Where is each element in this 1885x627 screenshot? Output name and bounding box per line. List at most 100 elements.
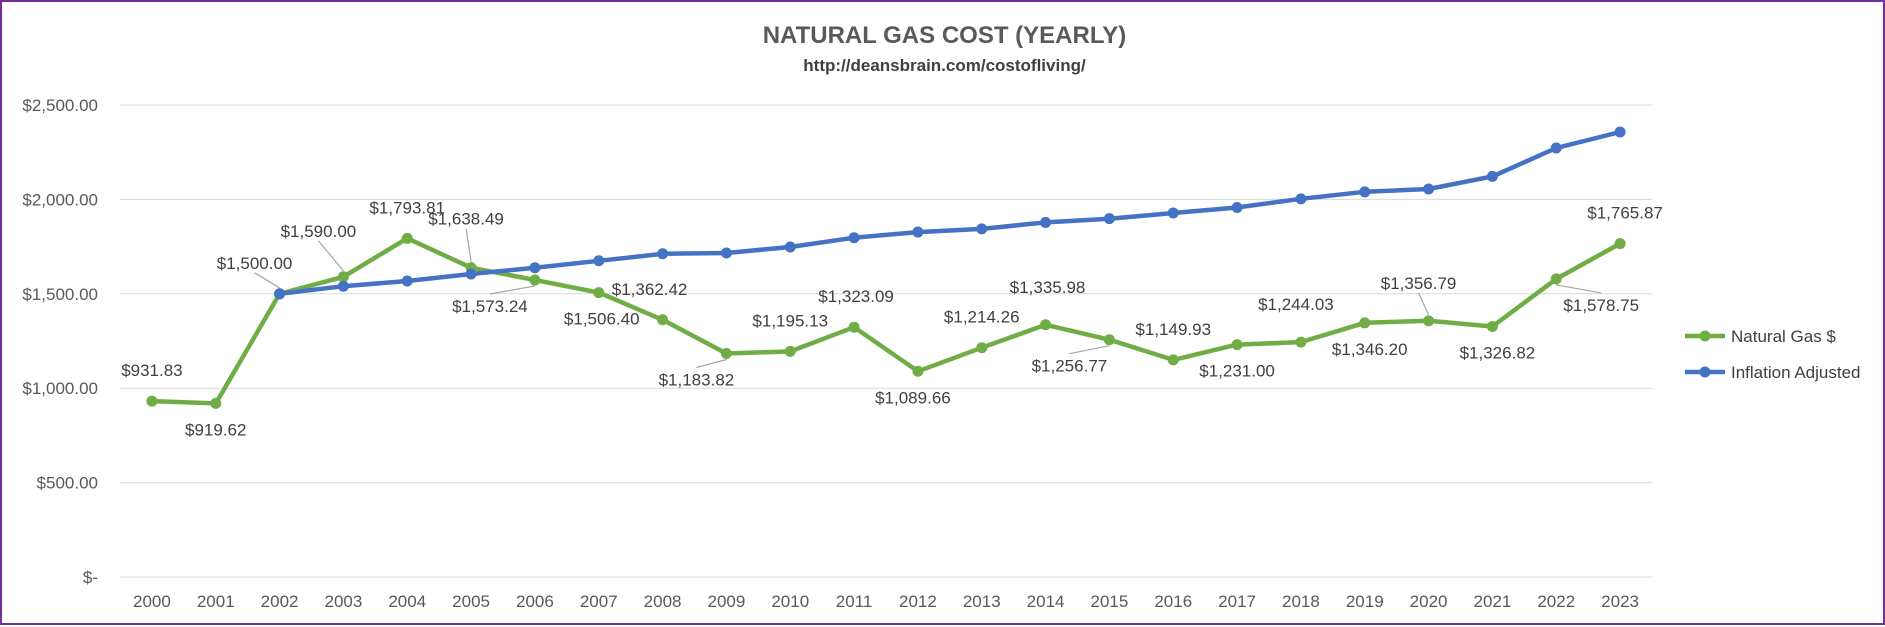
legend-swatch-marker	[1699, 330, 1711, 342]
data-label: $1,214.26	[944, 308, 1020, 327]
data-label-leader	[254, 272, 280, 289]
x-tick-label: 2009	[708, 592, 746, 611]
x-tick-label: 2020	[1410, 592, 1448, 611]
y-tick-label: $1,000.00	[22, 379, 98, 398]
data-label-leader	[465, 228, 472, 262]
inflation-adjusted-point	[274, 288, 286, 300]
x-tick-label: 2018	[1282, 592, 1320, 611]
x-tick-label: 2022	[1537, 592, 1575, 611]
y-tick-label: $1,500.00	[22, 285, 98, 304]
data-label-leader	[1556, 284, 1602, 294]
data-label: $1,326.82	[1460, 343, 1536, 362]
data-label: $1,506.40	[564, 310, 640, 329]
x-tick-label: 2008	[644, 592, 682, 611]
data-label: $1,793.81	[369, 198, 445, 217]
data-label: $1,195.13	[752, 311, 828, 330]
data-label-leader	[317, 240, 344, 272]
inflation-adjusted-point	[1550, 142, 1562, 154]
inflation-adjusted-point	[593, 255, 605, 267]
natural-gas-point	[1295, 336, 1307, 348]
inflation-adjusted-point	[1103, 213, 1115, 225]
natural-gas-point	[593, 287, 605, 299]
natural-gas-point	[1167, 354, 1179, 366]
natural-gas-point	[1614, 238, 1626, 250]
x-tick-label: 2016	[1154, 592, 1192, 611]
inflation-adjusted-point	[1167, 207, 1179, 219]
x-tick-label: 2002	[261, 592, 299, 611]
x-tick-label: 2010	[771, 592, 809, 611]
chart-subtitle: http://deansbrain.com/costofliving/	[803, 56, 1086, 75]
data-label: $1,346.20	[1332, 340, 1408, 359]
x-tick-label: 2017	[1218, 592, 1256, 611]
natural-gas-point	[720, 347, 732, 359]
natural-gas-point	[1359, 317, 1371, 329]
data-label: $931.83	[121, 361, 182, 380]
natural-gas-point	[848, 321, 860, 333]
inflation-adjusted-point	[720, 247, 732, 259]
natural-gas-point	[1231, 339, 1243, 351]
natural-gas-point	[337, 271, 349, 283]
data-label-leader	[1069, 345, 1110, 355]
natural-gas-line	[149, 236, 1623, 406]
data-label: $919.62	[185, 420, 246, 439]
natural-gas-point	[1550, 273, 1562, 285]
inflation-adjusted-point	[976, 223, 988, 235]
natural-gas-point	[1486, 320, 1498, 332]
natural-gas-point	[1040, 319, 1052, 331]
legend-swatch-marker	[1699, 366, 1711, 378]
x-tick-label: 2004	[388, 592, 426, 611]
natural-gas-point	[1103, 334, 1115, 346]
natural-gas-point	[401, 232, 413, 244]
data-label: $1,089.66	[875, 388, 951, 407]
inflation-adjusted-point	[1486, 170, 1498, 182]
x-tick-label: 2000	[133, 592, 171, 611]
data-label: $1,590.00	[281, 222, 357, 241]
data-label: $1,638.49	[428, 210, 504, 229]
data-label: $1,256.77	[1032, 357, 1108, 376]
x-tick-label: 2015	[1091, 592, 1129, 611]
data-label: $1,500.00	[217, 254, 293, 273]
x-tick-label: 2013	[963, 592, 1001, 611]
x-tick-label: 2003	[325, 592, 363, 611]
data-label-leader	[489, 285, 536, 295]
x-tick-label: 2007	[580, 592, 618, 611]
legend-label: Inflation Adjusted	[1731, 363, 1860, 382]
data-label: $1,149.93	[1135, 320, 1211, 339]
x-tick-label: 2001	[197, 592, 235, 611]
natural-gas-point	[976, 342, 988, 354]
inflation-adjusted-point	[401, 275, 413, 287]
x-tick-label: 2023	[1601, 592, 1639, 611]
y-tick-label: $2,000.00	[22, 190, 98, 209]
data-label: $1,356.79	[1381, 274, 1457, 293]
data-label: $1,231.00	[1199, 362, 1275, 381]
legend-label: Natural Gas $	[1731, 327, 1836, 346]
data-label: $1,335.98	[1010, 278, 1086, 297]
x-tick-label: 2019	[1346, 592, 1384, 611]
inflation-adjusted-point	[1040, 216, 1052, 228]
inflation-adjusted-point	[465, 268, 477, 280]
data-label: $1,183.82	[659, 370, 735, 389]
inflation-adjusted-point	[1359, 186, 1371, 198]
x-tick-label: 2021	[1474, 592, 1512, 611]
natural-gas-point	[1423, 315, 1435, 327]
chart-title: NATURAL GAS COST (YEARLY)	[762, 22, 1127, 49]
x-tick-label: 2012	[899, 592, 937, 611]
inflation-adjusted-point	[784, 241, 796, 253]
inflation-adjusted-point	[1231, 202, 1243, 214]
data-label-leader	[1418, 292, 1430, 316]
inflation-adjusted-point	[912, 226, 924, 238]
data-label: $1,323.09	[818, 287, 894, 306]
inflation-adjusted-point	[337, 280, 349, 292]
y-tick-label: $2,500.00	[22, 96, 98, 115]
x-tick-label: 2006	[516, 592, 554, 611]
data-label: $1,244.03	[1258, 295, 1334, 314]
natural-gas-point	[784, 345, 796, 357]
inflation-adjusted-point	[529, 262, 541, 274]
natural-gas-point	[210, 397, 222, 409]
data-label-leader	[696, 358, 727, 369]
inflation-adjusted-point	[1614, 126, 1626, 138]
x-tick-label: 2014	[1027, 592, 1065, 611]
natural-gas-point	[912, 365, 924, 377]
